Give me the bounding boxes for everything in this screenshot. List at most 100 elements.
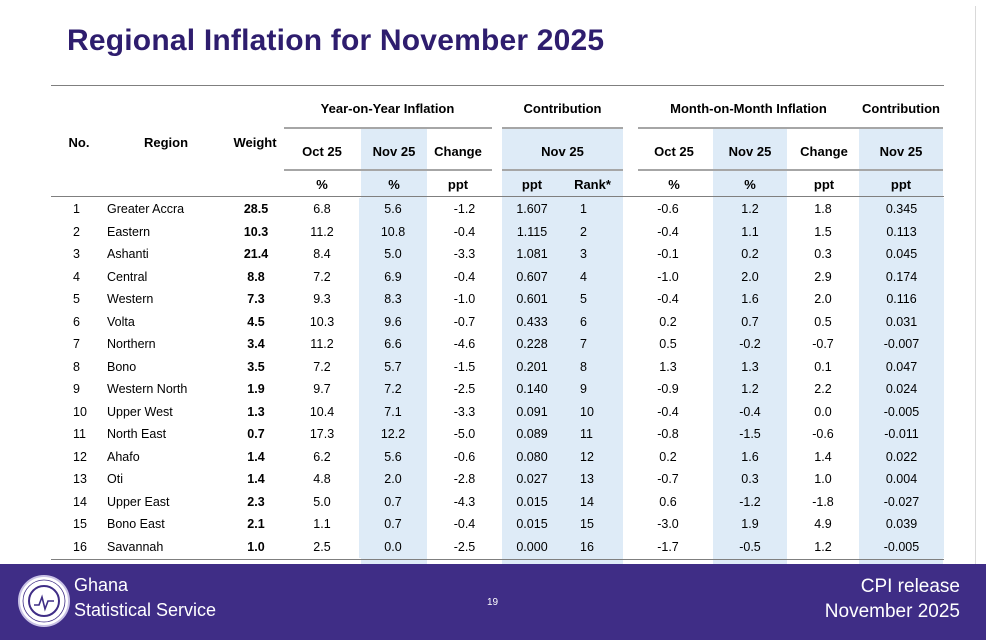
- cell-mom-nov: 2.0: [713, 265, 787, 288]
- cell-contrib: 0.091: [502, 400, 562, 423]
- yoy-sub-rule: [284, 169, 492, 171]
- table-row: 3 Ashanti 21.4 8.4 5.0 -3.3 1.081 3 -0.1 0.2 0.3 0.…: [51, 243, 944, 266]
- cell-rank: 2: [562, 220, 623, 243]
- cell-mom-oct: -0.7: [657, 472, 679, 487]
- cell-mom-oct: -1.0: [657, 269, 679, 284]
- unit-contribution: ppt: [521, 177, 543, 192]
- cell-weight: 21.4: [243, 247, 269, 262]
- cell-contrib: 0.080: [502, 445, 562, 468]
- slide-border: [975, 6, 976, 564]
- mom-contribution-group-header: Contribution: [862, 101, 940, 116]
- cell-rank: 8: [562, 355, 623, 378]
- release-title: CPI release: [860, 576, 960, 597]
- cell-mom-change: 1.5: [814, 224, 832, 239]
- cell-no: 16: [73, 539, 87, 554]
- cell-yoy-nov: 7.1: [359, 400, 427, 423]
- cell-mom-oct: 0.2: [659, 449, 677, 464]
- cell-mom-nov: 1.3: [713, 355, 787, 378]
- cell-yoy-change: -4.6: [453, 337, 476, 352]
- contribution-group-header: Contribution: [523, 101, 602, 116]
- cell-no: 4: [73, 269, 80, 284]
- cell-region: Eastern: [107, 224, 151, 239]
- cell-mom-contrib: -0.005: [859, 535, 944, 558]
- cell-weight: 2.3: [247, 494, 265, 509]
- cell-yoy-nov: 6.9: [359, 265, 427, 288]
- cell-yoy-nov: 7.2: [359, 378, 427, 401]
- cell-yoy-change: -1.0: [453, 292, 476, 307]
- col-header-yoy-nov: Nov 25: [372, 144, 416, 159]
- cell-yoy-change: -0.7: [453, 314, 476, 329]
- cell-yoy-nov: 12.2: [359, 423, 427, 446]
- cell-rank: 4: [562, 265, 623, 288]
- cell-yoy-oct: 6.8: [313, 202, 331, 217]
- cell-mom-contrib: 0.045: [859, 243, 944, 266]
- cell-region: Northern: [107, 337, 156, 352]
- cell-yoy-oct: 8.4: [313, 247, 331, 262]
- cell-yoy-oct: 1.1: [313, 517, 331, 532]
- cell-weight: 1.4: [247, 449, 265, 464]
- cell-no: 15: [73, 517, 87, 532]
- cell-yoy-nov: 0.7: [359, 513, 427, 536]
- cell-yoy-oct: 7.2: [313, 269, 331, 284]
- cell-yoy-oct: 11.2: [310, 337, 334, 352]
- table-row: 11 North East 0.7 17.3 12.2 -5.0 0.089 11 -0.8 -1…: [51, 423, 944, 446]
- cell-mom-oct: 0.2: [659, 314, 677, 329]
- unit-yoy-nov: %: [388, 177, 400, 192]
- unit-rank: Rank*: [574, 177, 611, 192]
- cell-weight: 3.5: [247, 359, 265, 374]
- cell-yoy-change: -5.0: [453, 427, 476, 442]
- mom-sub-rule: [638, 169, 859, 171]
- cell-mom-change: 1.8: [814, 202, 832, 217]
- contribution-group-rule: [502, 127, 623, 129]
- col-header-mom-nov: Nov 25: [728, 144, 772, 159]
- cell-yoy-nov: 9.6: [359, 310, 427, 333]
- cell-mom-contrib: 0.031: [859, 310, 944, 333]
- unit-yoy-change: ppt: [447, 177, 469, 192]
- cell-rank: 16: [562, 535, 623, 558]
- cell-mom-contrib: 0.113: [859, 220, 944, 243]
- cell-mom-oct: -0.4: [657, 404, 679, 419]
- cell-mom-change: 0.3: [814, 247, 832, 262]
- col-header-weight: Weight: [233, 135, 277, 150]
- table-top-rule: [51, 85, 944, 86]
- cell-mom-nov: -0.4: [713, 400, 787, 423]
- cell-rank: 14: [562, 490, 623, 513]
- unit-mom-change: ppt: [813, 177, 835, 192]
- cell-weight: 8.8: [247, 269, 265, 284]
- cell-region: Greater Accra: [107, 202, 185, 217]
- cell-mom-nov: -1.2: [713, 490, 787, 513]
- cell-yoy-nov: 6.6: [359, 333, 427, 356]
- org-name-line2: Statistical Service: [74, 600, 217, 620]
- cell-mom-oct: 0.6: [659, 494, 677, 509]
- cell-contrib: 0.140: [502, 378, 562, 401]
- cell-mom-oct: 0.5: [659, 337, 677, 352]
- cell-mom-nov: 1.1: [713, 220, 787, 243]
- col-header-mom-contribution-nov: Nov 25: [879, 144, 923, 159]
- cell-yoy-change: -3.3: [453, 247, 476, 262]
- cell-weight: 2.1: [247, 517, 265, 532]
- cell-region: Bono East: [107, 517, 165, 532]
- cell-weight: 3.4: [247, 337, 265, 352]
- cell-region: Ashanti: [107, 247, 149, 262]
- cell-mom-contrib: -0.011: [859, 423, 944, 446]
- cell-mom-contrib: 0.039: [859, 513, 944, 536]
- cell-rank: 10: [562, 400, 623, 423]
- cell-region: Volta: [107, 314, 135, 329]
- yoy-group-rule: [284, 127, 492, 129]
- mom-group-rule: [638, 127, 859, 129]
- cell-weight: 1.4: [247, 472, 265, 487]
- cell-region: Western North: [107, 382, 188, 397]
- cell-no: 14: [73, 494, 87, 509]
- cell-weight: 1.9: [247, 382, 265, 397]
- cell-region: North East: [107, 427, 167, 442]
- cell-mom-oct: -0.4: [657, 224, 679, 239]
- page-number: 19: [487, 597, 499, 608]
- cell-yoy-change: -0.4: [453, 269, 476, 284]
- cell-no: 9: [73, 382, 80, 397]
- cell-yoy-oct: 7.2: [313, 359, 331, 374]
- cell-mom-contrib: 0.116: [859, 288, 944, 311]
- cell-mom-contrib: 0.174: [859, 265, 944, 288]
- cell-rank: 3: [562, 243, 623, 266]
- cell-rank: 15: [562, 513, 623, 536]
